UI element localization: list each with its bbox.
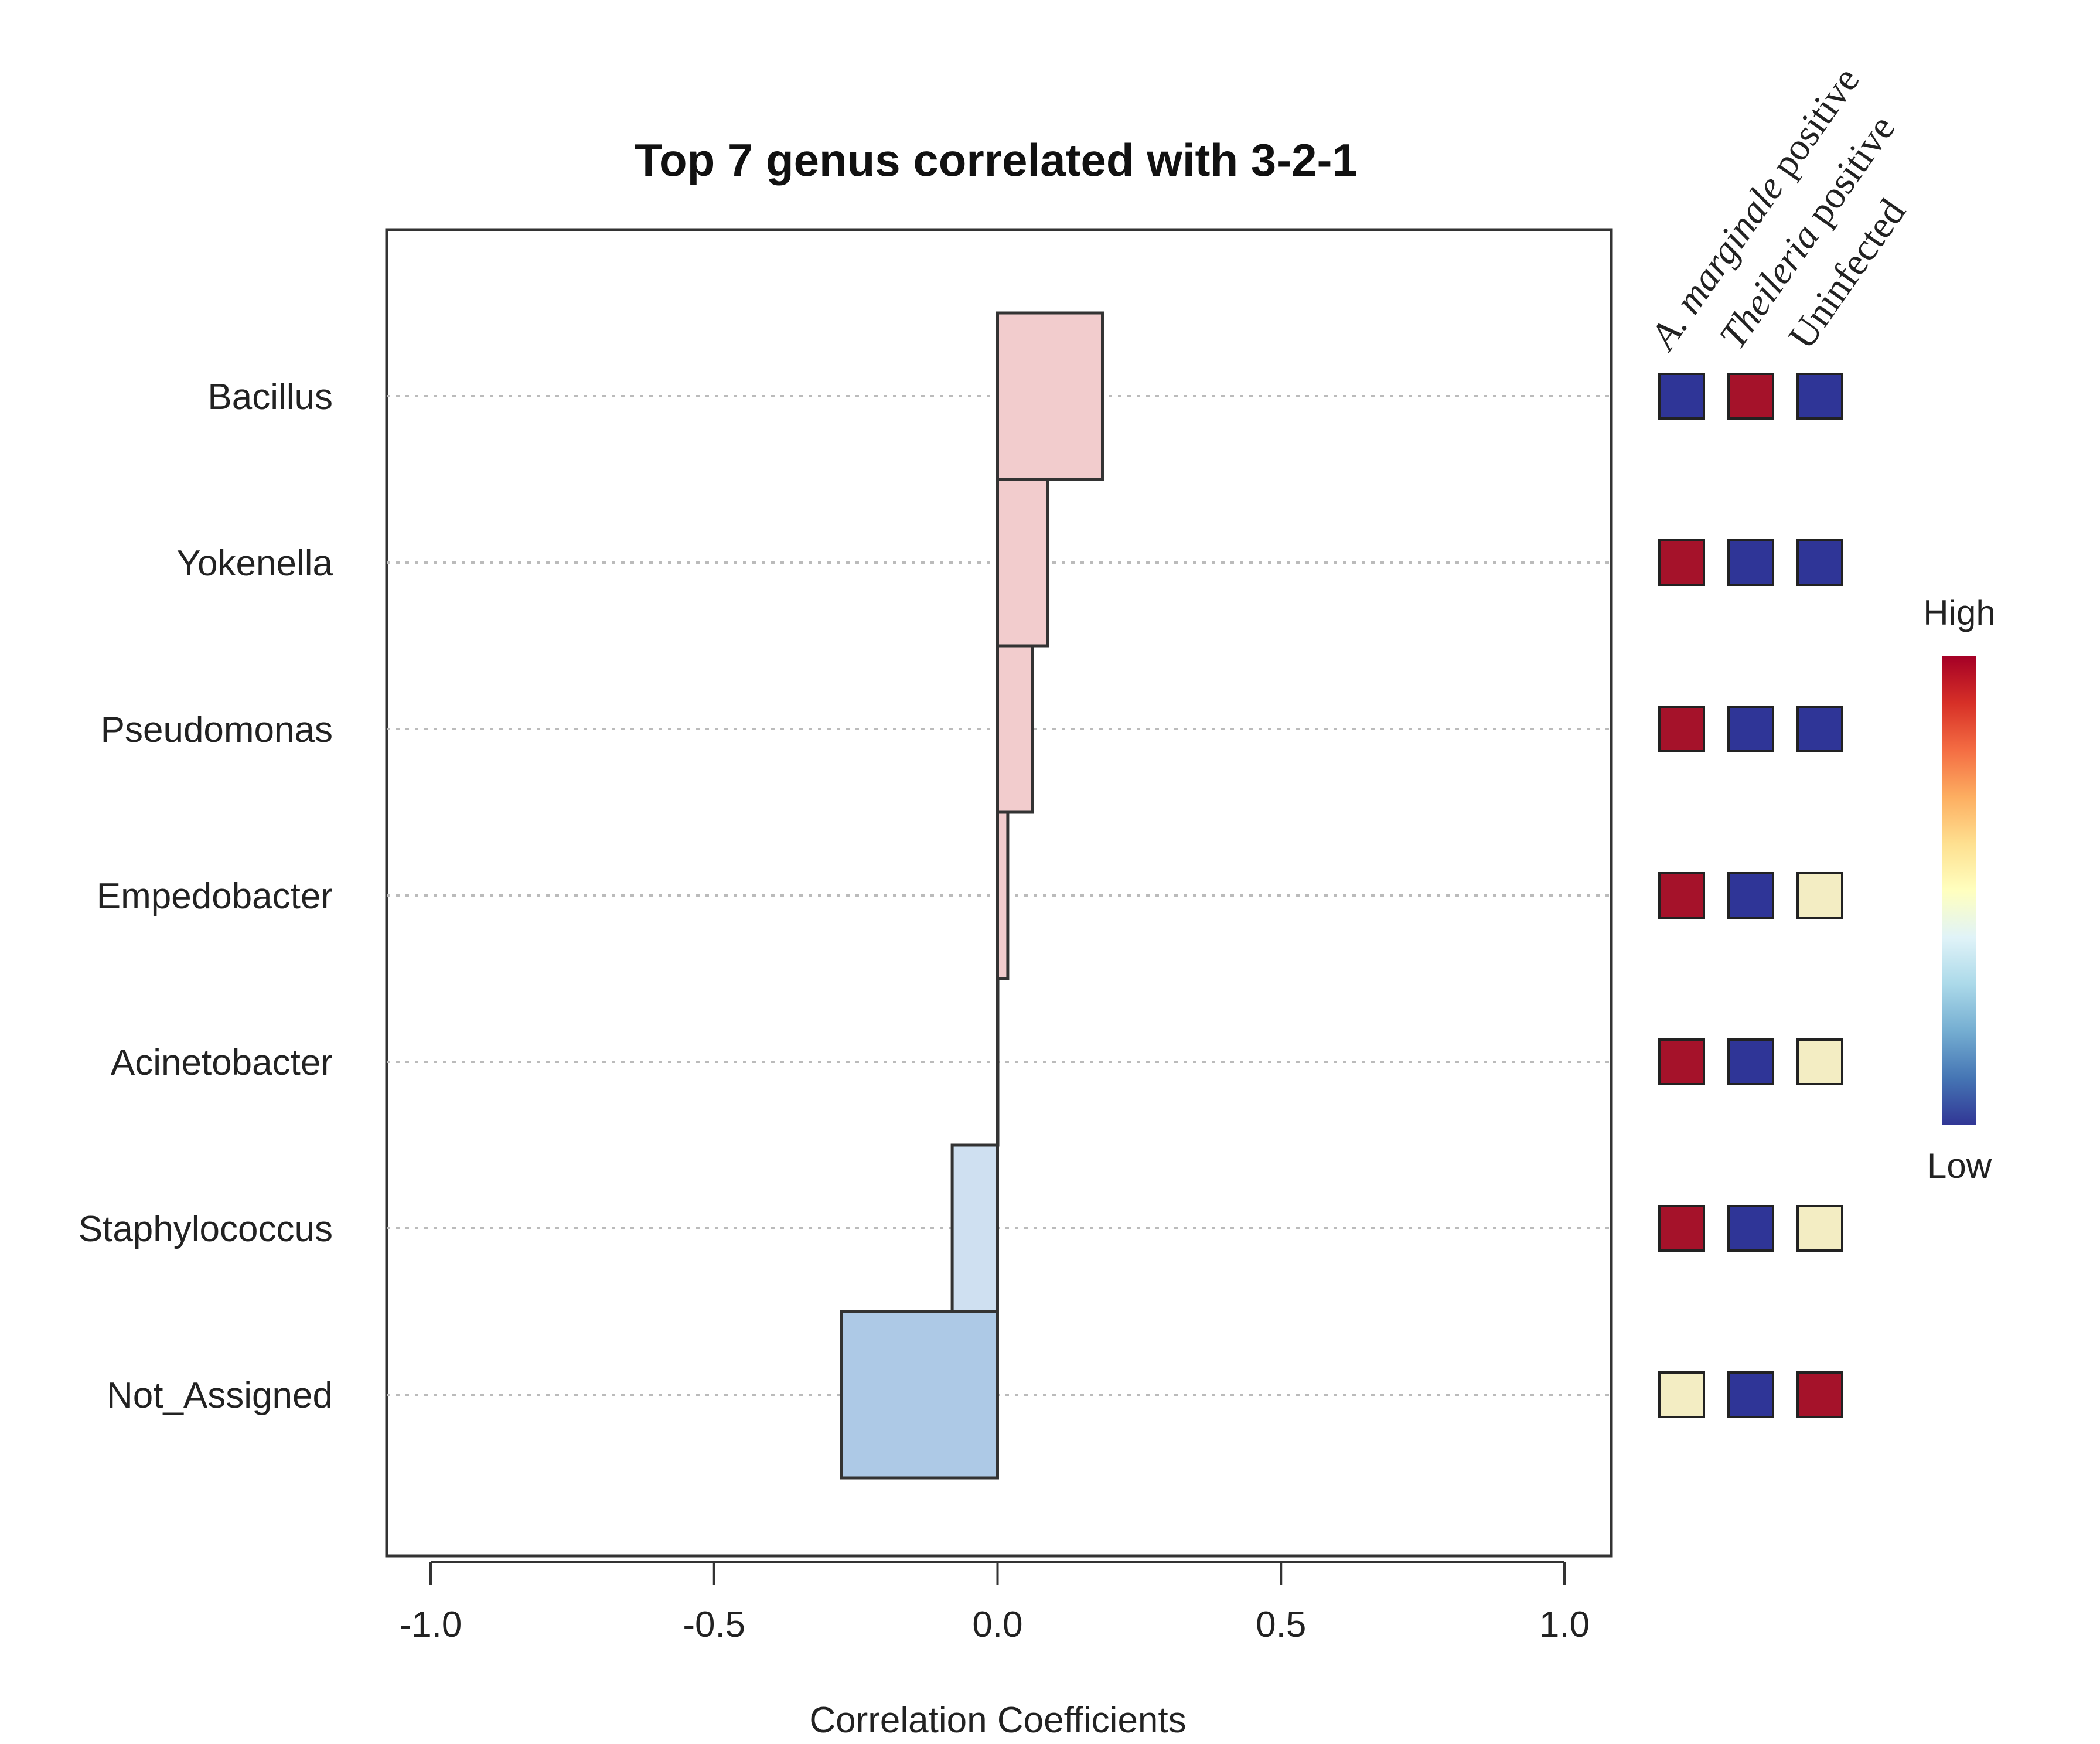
bar	[996, 810, 1010, 980]
heatmap-cell	[1658, 539, 1705, 586]
heatmap-cell	[1727, 1371, 1774, 1418]
heatmap-cell	[1796, 1205, 1843, 1252]
heatmap-cell	[1796, 539, 1843, 586]
color-key: High Low	[1923, 593, 1995, 1186]
heatmap-cell	[1796, 872, 1843, 919]
chart-title: Top 7 genus correlated with 3-2-1	[635, 134, 1358, 186]
x-tick-label: 0.0	[972, 1605, 1022, 1645]
plot-frame	[385, 228, 1613, 1558]
heatmap-cell	[1796, 1038, 1843, 1085]
bar	[996, 311, 1104, 481]
heatmap-cell	[1727, 373, 1774, 420]
color-key-low-label: Low	[1927, 1146, 1992, 1186]
heatmap-cell	[1658, 872, 1705, 919]
heatmap-cell	[1796, 706, 1843, 752]
heatmap-cell	[1796, 373, 1843, 420]
plot-area: Bacillus Yokenella Pseudomonas Empedobacter…	[79, 228, 1613, 1645]
y-tick-label: Yokenella	[176, 543, 333, 584]
heatmap-cell	[1658, 373, 1705, 420]
heatmap-cell	[1796, 1371, 1843, 1418]
bar	[840, 1310, 999, 1480]
bar	[996, 644, 1034, 814]
heatmap-cell	[1727, 539, 1774, 586]
y-tick-label: Pseudomonas	[101, 710, 333, 750]
color-key-bar	[1942, 656, 1976, 1125]
heatmap-cell	[1727, 706, 1774, 752]
x-tick-label: -0.5	[683, 1605, 745, 1645]
y-tick-label: Empedobacter	[97, 876, 333, 917]
heatmap-cell	[1658, 1371, 1705, 1418]
heatmap-cell	[1658, 706, 1705, 752]
bar	[996, 478, 1049, 648]
x-tick-label: -1.0	[400, 1605, 462, 1645]
heatmap-cell	[1658, 1038, 1705, 1085]
heatmap-cell	[1727, 872, 1774, 919]
y-tick-label: Not_Assigned	[107, 1375, 333, 1416]
y-tick-label: Bacillus	[207, 377, 333, 417]
x-tick-label: 1.0	[1539, 1605, 1590, 1645]
y-tick-label: Staphylococcus	[79, 1209, 333, 1249]
heatmap-cell	[1727, 1038, 1774, 1085]
x-tick-label: 0.5	[1256, 1605, 1306, 1645]
x-axis-label: Correlation Coefficients	[809, 1700, 1186, 1740]
heatmap-cell	[1727, 1205, 1774, 1252]
color-key-high-label: High	[1923, 593, 1995, 632]
heatmap-cell	[1658, 1205, 1705, 1252]
bar	[950, 1143, 999, 1313]
y-tick-label: Acinetobacter	[111, 1043, 333, 1083]
